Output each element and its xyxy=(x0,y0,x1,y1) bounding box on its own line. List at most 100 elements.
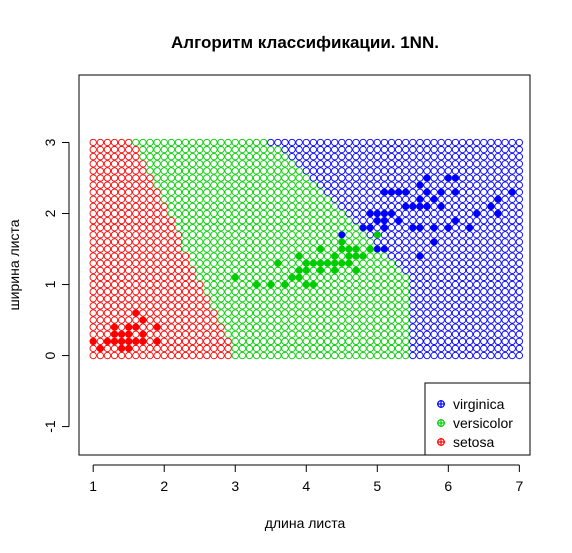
grid-cell-versicolor xyxy=(402,344,410,353)
grid-cell-virginica xyxy=(508,273,516,282)
grid-cell-virginica xyxy=(366,195,374,203)
grid-cell-virginica xyxy=(402,145,410,154)
grid-cell-virginica xyxy=(508,266,516,274)
grid-cell-versicolor xyxy=(288,181,296,189)
grid-cell-versicolor xyxy=(359,309,367,317)
point-versicolor xyxy=(366,245,374,253)
grid-cell-virginica xyxy=(487,224,495,232)
grid-cell-virginica xyxy=(366,160,374,168)
grid-cell-virginica xyxy=(501,224,509,232)
grid-cell-versicolor xyxy=(260,287,268,296)
grid-cell-virginica xyxy=(437,145,445,154)
grid-cell-virginica xyxy=(444,337,452,346)
grid-cell-setosa xyxy=(110,245,119,253)
grid-cell-setosa xyxy=(117,351,126,360)
grid-cell-setosa xyxy=(146,202,154,211)
grid-cell-virginica xyxy=(473,153,481,161)
grid-cell-setosa xyxy=(103,351,112,360)
grid-cell-versicolor xyxy=(224,153,232,161)
grid-cell-setosa xyxy=(117,145,126,154)
grid-cell-versicolor xyxy=(295,344,303,353)
grid-cell-virginica xyxy=(402,216,410,225)
grid-cell-setosa xyxy=(203,323,211,331)
grid-cell-versicolor xyxy=(373,323,381,331)
grid-cell-setosa xyxy=(89,209,97,218)
point-versicolor xyxy=(359,252,367,260)
grid-cell-virginica xyxy=(458,344,467,353)
grid-cell-setosa xyxy=(146,266,154,274)
grid-cell-versicolor xyxy=(217,145,225,154)
point-virginica xyxy=(366,224,374,232)
grid-cell-versicolor xyxy=(167,145,175,154)
grid-cell-setosa xyxy=(96,238,104,246)
grid-cell-virginica xyxy=(387,167,396,175)
grid-cell-versicolor xyxy=(281,153,289,161)
grid-cell-setosa xyxy=(167,309,175,317)
grid-cell-versicolor xyxy=(331,287,339,296)
grid-cell-virginica xyxy=(323,174,332,182)
grid-cell-virginica xyxy=(487,344,495,353)
grid-cell-versicolor xyxy=(181,167,190,175)
grid-cell-setosa xyxy=(181,323,190,331)
grid-cell-versicolor xyxy=(373,337,381,346)
grid-cell-virginica xyxy=(409,337,417,346)
grid-cell-setosa xyxy=(167,224,175,232)
grid-cell-virginica xyxy=(465,252,474,260)
grid-cell-versicolor xyxy=(174,153,183,161)
grid-cell-setosa xyxy=(110,153,119,161)
grid-cell-setosa xyxy=(160,231,168,239)
grid-cell-setosa xyxy=(139,209,147,218)
grid-cell-setosa xyxy=(125,209,133,218)
grid-cell-versicolor xyxy=(267,188,275,196)
grid-cell-virginica xyxy=(380,145,389,154)
grid-cell-versicolor xyxy=(302,238,310,246)
grid-cell-versicolor xyxy=(352,287,360,296)
grid-cell-versicolor xyxy=(210,259,218,267)
grid-cell-versicolor xyxy=(260,224,268,232)
grid-cell-versicolor xyxy=(217,188,225,196)
grid-cell-versicolor xyxy=(217,273,225,282)
grid-cell-virginica xyxy=(437,309,445,317)
grid-cell-setosa xyxy=(117,138,126,147)
grid-cell-setosa xyxy=(103,252,112,260)
x-tick-label: 2 xyxy=(160,478,168,494)
grid-cell-setosa xyxy=(217,344,225,353)
grid-cell-versicolor xyxy=(295,287,303,296)
grid-cell-versicolor xyxy=(402,351,410,360)
grid-cell-virginica xyxy=(501,216,509,225)
chart-title: Алгоритм классификации. 1NN. xyxy=(171,33,439,52)
grid-cell-versicolor xyxy=(245,224,254,232)
grid-cell-virginica xyxy=(480,302,488,310)
grid-cell-versicolor xyxy=(309,224,318,232)
grid-cell-virginica xyxy=(494,224,502,232)
grid-cell-setosa xyxy=(117,231,126,239)
grid-cell-versicolor xyxy=(274,330,282,338)
grid-cell-virginica xyxy=(451,145,460,154)
grid-cell-virginica xyxy=(380,195,389,203)
grid-cell-versicolor xyxy=(352,302,360,310)
grid-cell-versicolor xyxy=(274,323,282,331)
grid-cell-virginica xyxy=(451,195,460,203)
grid-cell-setosa xyxy=(167,280,175,289)
grid-cell-setosa xyxy=(188,302,197,310)
grid-cell-virginica xyxy=(430,323,438,331)
grid-cell-versicolor xyxy=(188,188,197,196)
grid-cell-versicolor xyxy=(309,309,318,317)
grid-cell-virginica xyxy=(309,138,318,147)
grid-cell-virginica xyxy=(451,266,460,274)
grid-cell-versicolor xyxy=(245,280,254,289)
grid-cell-versicolor xyxy=(238,224,247,232)
point-virginica xyxy=(373,245,381,253)
grid-cell-versicolor xyxy=(402,273,410,282)
grid-cell-virginica xyxy=(387,153,396,161)
grid-cell-versicolor xyxy=(260,309,268,317)
grid-cell-setosa xyxy=(160,273,168,282)
grid-cell-versicolor xyxy=(302,295,310,303)
grid-cell-setosa xyxy=(153,188,161,196)
grid-cell-versicolor xyxy=(260,252,268,260)
grid-cell-setosa xyxy=(167,266,175,274)
grid-cell-versicolor xyxy=(323,280,332,289)
grid-cell-versicolor xyxy=(288,188,296,196)
grid-cell-versicolor xyxy=(196,259,204,267)
